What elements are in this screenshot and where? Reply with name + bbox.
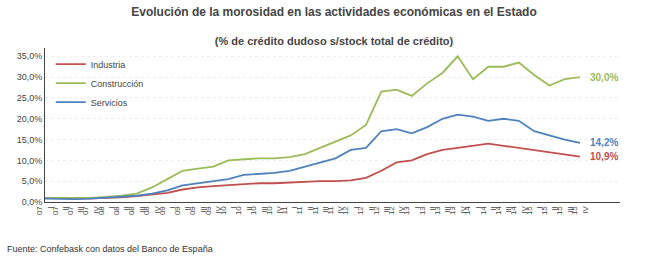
svg-text:09I: 09I [158, 206, 177, 215]
svg-text:11I: 11I [280, 206, 299, 215]
svg-text:Servicios: Servicios [91, 98, 128, 108]
svg-text:14,2%: 14,2% [590, 137, 618, 148]
svg-text:14II: 14II [479, 206, 498, 215]
svg-text:13I: 13I [402, 206, 421, 215]
svg-text:20,0%: 20,0% [17, 114, 43, 124]
svg-text:Fuente: Confebask con datos de: Fuente: Confebask con datos del Banco de… [7, 244, 213, 254]
svg-text:10IV: 10IV [265, 206, 284, 216]
svg-text:09IV: 09IV [204, 206, 223, 216]
svg-text:30,0%: 30,0% [590, 72, 618, 83]
svg-text:07III: 07III [66, 206, 85, 215]
svg-text:12I: 12I [341, 206, 360, 215]
svg-text:08II: 08II [112, 206, 131, 215]
svg-text:15III: 15III [555, 206, 574, 215]
svg-text:15II: 15II [540, 206, 559, 215]
svg-text:30,0%: 30,0% [17, 72, 43, 82]
svg-text:10,0%: 10,0% [17, 156, 43, 166]
svg-text:12IV: 12IV [387, 206, 406, 216]
svg-text:11II: 11II [295, 206, 314, 215]
svg-text:08III: 08III [127, 206, 146, 215]
svg-text:11IV: 11IV [326, 206, 345, 215]
svg-text:13II: 13II [418, 206, 437, 215]
svg-text:14I: 14I [463, 206, 482, 215]
svg-text:13III: 13III [433, 206, 452, 215]
svg-text:12III: 12III [372, 206, 391, 215]
svg-text:Industria: Industria [91, 60, 126, 70]
svg-text:25,0%: 25,0% [17, 93, 43, 103]
svg-text:14III: 14III [494, 206, 513, 215]
svg-text:12II: 12II [356, 206, 375, 215]
svg-text:14IV: 14IV [509, 206, 528, 216]
svg-text:07II: 07II [51, 206, 70, 215]
svg-text:0,0%: 0,0% [22, 197, 43, 207]
svg-text:5,0%: 5,0% [22, 176, 43, 186]
svg-text:07I: 07I [35, 206, 54, 215]
svg-text:10III: 10III [249, 206, 268, 215]
svg-text:09II: 09II [173, 206, 192, 215]
svg-text:15I: 15I [525, 206, 544, 215]
svg-text:08I: 08I [97, 206, 116, 215]
svg-text:Evolución de la morosidad en l: Evolución de la morosidad en las activid… [131, 5, 536, 19]
svg-text:Construcción: Construcción [91, 79, 144, 89]
svg-text:(% de crédito dudoso s/stock t: (% de crédito dudoso s/stock total de cr… [215, 35, 454, 47]
svg-text:10I: 10I [219, 206, 238, 215]
svg-text:07IV: 07IV [81, 206, 100, 216]
svg-text:08IV: 08IV [142, 206, 161, 216]
svg-text:11III: 11III [311, 206, 330, 215]
svg-text:10II: 10II [234, 206, 253, 215]
svg-text:15,0%: 15,0% [17, 135, 43, 145]
svg-text:10,9%: 10,9% [590, 151, 618, 162]
svg-text:15IV: 15IV [570, 206, 589, 216]
svg-text:13IV: 13IV [448, 206, 467, 216]
svg-text:09III: 09III [188, 206, 207, 215]
svg-text:35,0%: 35,0% [17, 51, 43, 61]
